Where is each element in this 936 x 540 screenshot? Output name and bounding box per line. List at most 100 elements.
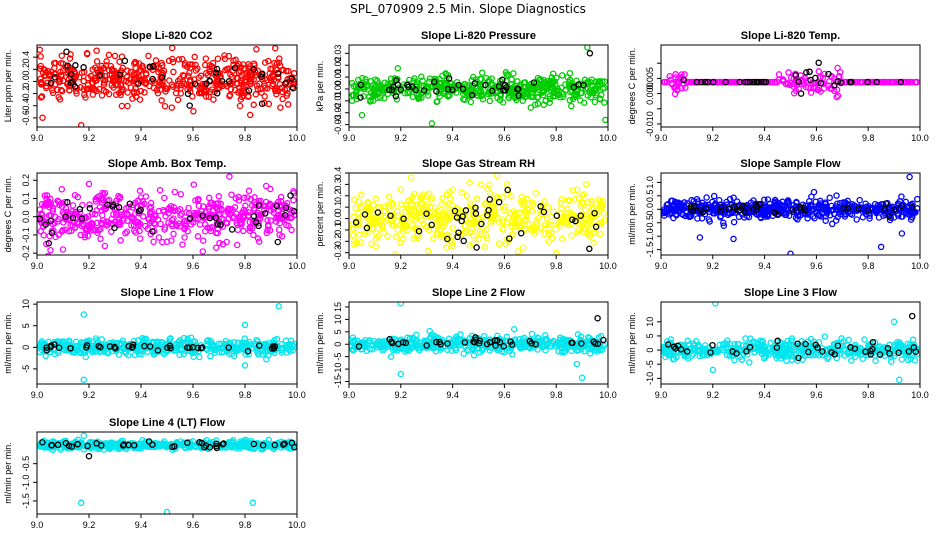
data-point [780, 352, 788, 360]
data-point [191, 53, 198, 61]
data-point [472, 204, 479, 211]
data-point [423, 210, 430, 217]
data-point [537, 207, 544, 214]
y-tick-label: 0.4 [21, 51, 31, 64]
data-point [241, 194, 248, 202]
data-point [126, 200, 134, 207]
data-point [161, 194, 168, 202]
x-tick-label: 9.2 [83, 390, 96, 400]
data-point [828, 220, 836, 228]
data-point [560, 348, 568, 356]
data-point [546, 92, 554, 100]
data-point [145, 52, 152, 60]
data-point [231, 64, 239, 72]
data-point [832, 217, 840, 224]
x-tick-label: 9.6 [810, 261, 823, 271]
data-point [80, 376, 88, 383]
data-point [530, 79, 538, 86]
data-point [255, 351, 262, 358]
data-point [766, 200, 774, 207]
data-point [194, 344, 202, 352]
data-point [561, 220, 568, 227]
data-point [470, 338, 477, 345]
data-point [445, 75, 453, 82]
data-point [826, 85, 834, 92]
data-point [420, 87, 428, 94]
data-point [275, 226, 283, 233]
data-point [258, 73, 265, 81]
data-point [682, 84, 689, 91]
data-point [279, 95, 286, 103]
data-point [465, 347, 472, 354]
data-point [724, 337, 731, 344]
data-point [131, 227, 138, 234]
data-point [255, 202, 263, 209]
data-point [515, 92, 522, 99]
data-point [228, 209, 235, 217]
data-point [694, 198, 702, 205]
data-point [118, 53, 126, 60]
data-point [274, 70, 282, 77]
data-point [436, 93, 443, 100]
y-tick-label: 0.0 [333, 212, 343, 225]
data-point [475, 235, 482, 243]
data-point [166, 338, 173, 345]
data-point [130, 76, 138, 83]
data-point [51, 64, 58, 72]
data-point [844, 205, 852, 212]
data-point [510, 325, 518, 333]
data-point [574, 229, 581, 236]
data-point [222, 219, 230, 226]
data-point [45, 240, 53, 247]
data-point [213, 90, 221, 97]
data-point [461, 339, 469, 346]
data-point [510, 70, 517, 77]
data-point [239, 81, 246, 88]
data-point [240, 227, 247, 235]
data-point [718, 204, 725, 211]
data-point [575, 194, 582, 202]
data-point [601, 217, 608, 224]
y-tick-label: -0.6 [21, 110, 31, 126]
data-point [661, 78, 669, 86]
x-tick-label: 9.2 [395, 390, 408, 400]
data-point [235, 197, 243, 204]
data-point [861, 336, 868, 343]
data-point [905, 348, 913, 355]
data-point [449, 186, 456, 194]
data-point [504, 186, 511, 194]
data-point [725, 205, 732, 213]
y-tick-label: 0.5 [645, 190, 655, 203]
data-point [595, 196, 602, 204]
data-point [55, 344, 63, 351]
data-point [212, 244, 220, 251]
data-point [213, 65, 221, 73]
data-point [672, 71, 679, 78]
data-point [600, 210, 608, 217]
data-point [586, 232, 594, 240]
data-point [840, 205, 847, 212]
y-tick-label: 10 [21, 299, 31, 309]
data-point [827, 345, 835, 353]
data-point [728, 78, 736, 86]
data-point [841, 201, 849, 209]
data-point [211, 349, 218, 356]
y-tick-label: 5 [333, 329, 343, 334]
data-point [153, 63, 160, 70]
data-points [661, 59, 920, 101]
data-point [100, 81, 108, 88]
data-point [194, 197, 202, 204]
data-point [710, 192, 718, 200]
data-point [349, 231, 357, 239]
data-point [898, 202, 905, 210]
data-point [358, 111, 366, 119]
data-point [177, 190, 185, 198]
data-point [123, 211, 130, 218]
data-point [716, 196, 723, 204]
data-point [830, 341, 838, 349]
y-tick-label: -0.03 [333, 114, 343, 135]
data-point [521, 93, 529, 101]
data-point [814, 344, 821, 351]
data-point [458, 189, 466, 196]
data-point [350, 213, 357, 221]
